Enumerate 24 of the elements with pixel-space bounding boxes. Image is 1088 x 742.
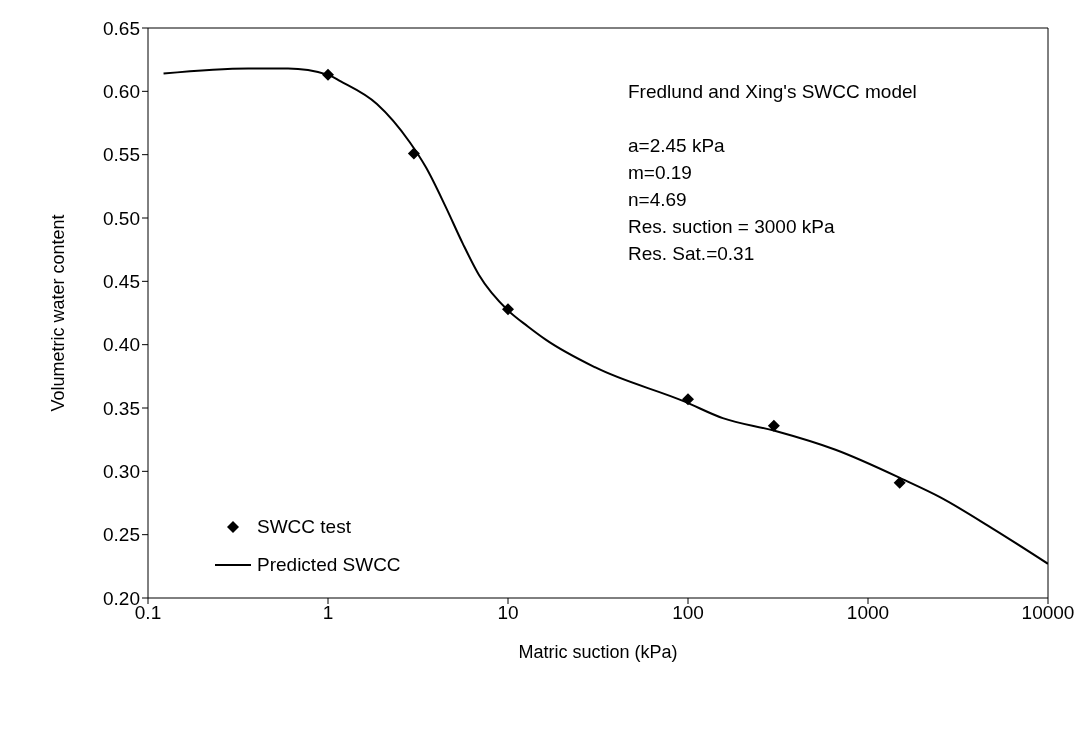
y-tick-label: 0.40 (103, 334, 140, 356)
y-axis-title: Volumetric water content (48, 214, 69, 412)
y-tick-label: 0.45 (103, 271, 140, 293)
annotation: a=2.45 kPa (628, 134, 726, 158)
y-tick-label: 0.30 (103, 461, 140, 483)
y-tick-label: 0.35 (103, 397, 140, 419)
y-tick-label: 0.25 (103, 524, 140, 546)
y-tick-label: 0.55 (103, 144, 140, 166)
y-tick-label: 0.60 (103, 81, 140, 103)
legend-label: Predicted SWCC (257, 554, 401, 576)
x-tick-label: 10000 (1021, 602, 1075, 624)
x-tick-label: 10 (497, 602, 519, 624)
x-tick-label: 1000 (846, 602, 890, 624)
annotation: m=0.19 (628, 161, 693, 185)
x-tick-label: 100 (672, 602, 704, 624)
annotation: n=4.69 (628, 188, 688, 212)
y-tick-label: 0.65 (103, 17, 140, 39)
annotation: Res. Sat.=0.31 (628, 242, 756, 266)
annotation: Res. suction = 3000 kPa (628, 215, 836, 239)
annotation: Fredlund and Xing's SWCC model (628, 80, 917, 104)
legend-label: SWCC test (257, 516, 351, 538)
x-axis-title: Matric suction (kPa) (518, 642, 678, 662)
y-tick-label: 0.50 (103, 207, 140, 229)
x-tick-label: 1 (322, 602, 334, 624)
